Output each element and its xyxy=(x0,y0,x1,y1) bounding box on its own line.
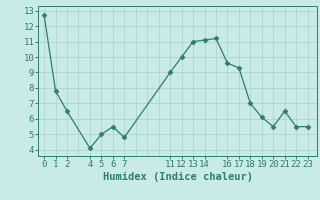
X-axis label: Humidex (Indice chaleur): Humidex (Indice chaleur) xyxy=(103,172,252,182)
